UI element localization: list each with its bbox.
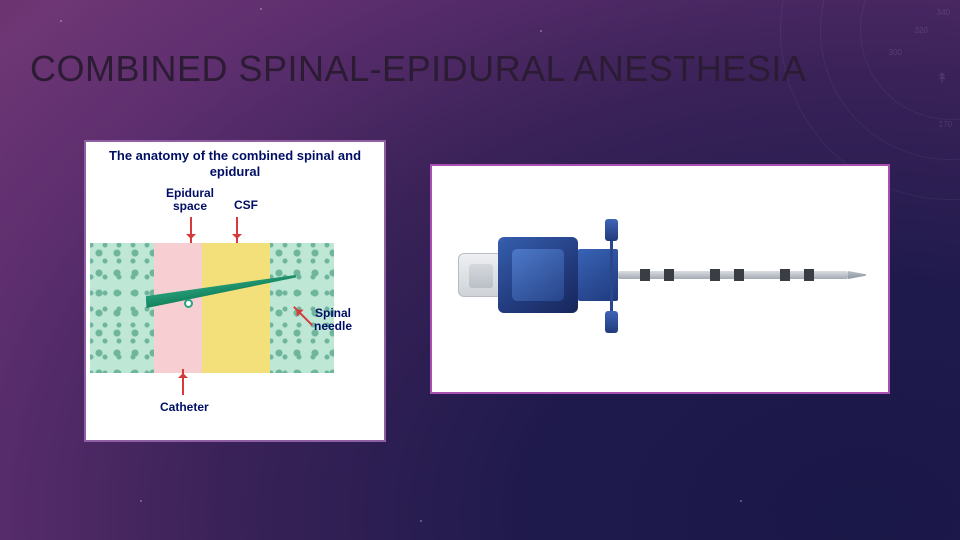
- catheter-lumen: [184, 299, 193, 308]
- depth-mark: [780, 269, 790, 281]
- device-photo-panel: [430, 164, 890, 394]
- depth-mark: [804, 269, 814, 281]
- label-catheter: Catheter: [160, 401, 209, 414]
- diagram-heading: The anatomy of the combined spinal and e…: [86, 142, 384, 183]
- device-hub: [498, 237, 578, 313]
- label-epidural-space: Epidural space: [166, 187, 214, 213]
- depth-mark: [710, 269, 720, 281]
- diagram-body: Epidural space CSF Spinal needle Cathete…: [86, 183, 384, 425]
- arrow-epidural: [190, 217, 192, 243]
- label-csf: CSF: [234, 199, 258, 212]
- device-tip: [848, 271, 866, 279]
- depth-mark: [640, 269, 650, 281]
- slide-title: COMBINED SPINAL-EPIDURAL ANESTHESIA: [30, 48, 806, 90]
- cse-needle-device: [450, 219, 870, 339]
- layer-bone-left: [90, 243, 154, 373]
- depth-mark: [664, 269, 674, 281]
- layer-csf: [154, 243, 202, 373]
- device-wings: [610, 221, 613, 331]
- layer-epidural: [202, 243, 270, 373]
- label-spinal-needle: Spinal needle: [314, 307, 352, 333]
- anatomy-diagram-panel: The anatomy of the combined spinal and e…: [84, 140, 386, 442]
- depth-mark: [734, 269, 744, 281]
- arrow-csf: [236, 217, 238, 243]
- arrow-catheter: [182, 369, 184, 395]
- device-handle: [458, 253, 502, 297]
